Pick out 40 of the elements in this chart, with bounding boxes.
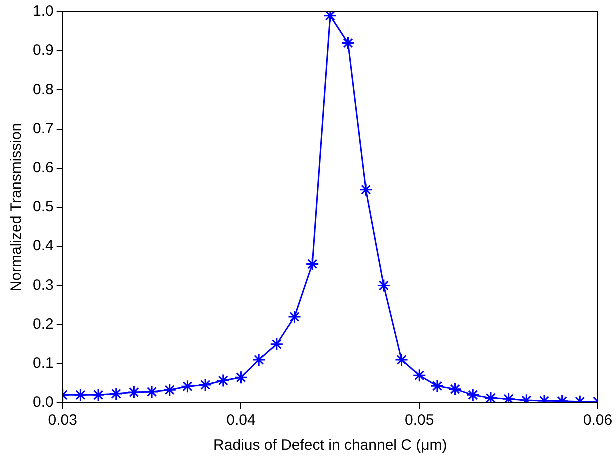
- point: [145, 385, 159, 399]
- point: [430, 379, 444, 393]
- y-tick-label: 0.2: [32, 316, 54, 333]
- x-tick-label: 0.06: [583, 412, 613, 430]
- y-tick-label: 0.1: [32, 355, 54, 372]
- x-axis-title: Radius of Defect in channel C (μm): [214, 437, 448, 454]
- y-tick-label: 0.3: [32, 276, 54, 294]
- x-tick-label: 0.03: [48, 412, 78, 430]
- y-tick-label: 0.4: [32, 238, 54, 255]
- point: [270, 338, 284, 352]
- point: [74, 388, 88, 402]
- point: [198, 378, 212, 392]
- y-tick-label: 0.7: [32, 120, 54, 138]
- point: [466, 388, 480, 402]
- point: [377, 278, 391, 292]
- x-tick-label: 0.05: [405, 412, 434, 430]
- point: [234, 370, 248, 384]
- point: [306, 257, 320, 271]
- point: [484, 392, 498, 403]
- point: [288, 310, 302, 324]
- point: [110, 387, 124, 401]
- point: [395, 353, 409, 367]
- point: [359, 183, 373, 197]
- y-tick-label: 0.9: [32, 42, 54, 60]
- point: [92, 388, 106, 402]
- point: [448, 382, 462, 396]
- y-tick-label: 0.5: [32, 198, 54, 216]
- y-tick-label: 0.6: [32, 160, 54, 177]
- point: [216, 374, 230, 388]
- point: [412, 368, 426, 382]
- y-tick-label: 0.0: [32, 394, 54, 412]
- point: [342, 36, 356, 50]
- point: [163, 383, 177, 397]
- y-tick-label: 0.8: [32, 81, 54, 98]
- point: [180, 380, 194, 394]
- y-tick-label: 1.0: [32, 3, 54, 20]
- x-tick-label: 0.04: [226, 412, 256, 430]
- point: [127, 386, 141, 400]
- point: [252, 353, 266, 367]
- y-axis-title: Normalized Transmission: [8, 123, 26, 292]
